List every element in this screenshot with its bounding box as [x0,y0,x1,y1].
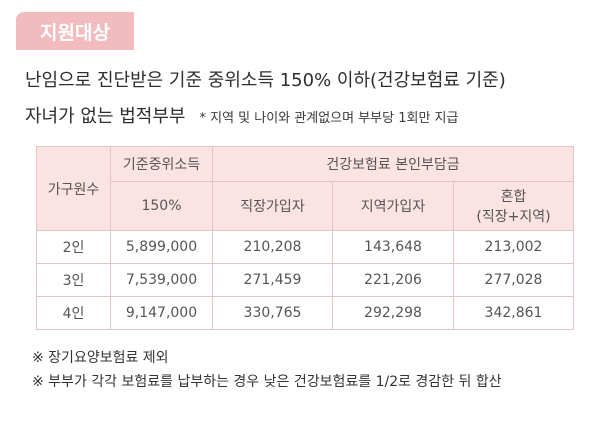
header-mixed-line2: (직장+지역) [476,209,551,225]
cell-mixed: 342,861 [453,296,574,330]
cell-employee: 271,459 [212,263,333,297]
cell-median: 9,147,000 [110,296,213,330]
cell-household: 2인 [36,230,111,264]
footnote-couple: ※ 부부가 각각 보험료를 납부하는 경우 낮은 건강보험료를 1/2로 경감한… [32,374,502,390]
couple-condition: 자녀가 없는 법적부부 [25,106,186,127]
header-median-percent: 150% [110,181,213,231]
couple-note: * 지역 및 나이와 관계없으며 부부당 1회만 지급 [199,111,459,126]
header-insurance: 건강보험료 본인부담금 [212,146,574,182]
cell-median: 7,539,000 [110,263,213,297]
cell-regional: 143,648 [332,230,454,264]
header-household: 가구원수 [36,146,111,231]
table-row: 2인 5,899,000 210,208 143,648 213,002 [36,230,574,264]
header-mixed-line1: 혼합 [500,189,527,205]
footnote-ltc: ※ 장기요양보험료 제외 [32,350,169,366]
cell-mixed: 277,028 [453,263,574,297]
income-table: 가구원수 기준중위소득 건강보험료 본인부담금 150% 직장가입자 지역가입자… [36,146,574,330]
header-regional: 지역가입자 [332,181,454,231]
table-row: 3인 7,539,000 271,459 221,206 277,028 [36,263,574,297]
section-badge: 지원대상 [16,12,134,50]
header-employee: 직장가입자 [212,181,333,231]
header-median-income: 기준중위소득 [110,146,213,182]
header-mixed: 혼합 (직장+지역) [453,181,574,231]
cell-median: 5,899,000 [110,230,213,264]
cell-household: 4인 [36,296,111,330]
cell-employee: 330,765 [212,296,333,330]
eligibility-income-text: 난임으로 진단받은 기준 중위소득 150% 이하(건강보험료 기준) [25,70,506,91]
cell-employee: 210,208 [212,230,333,264]
cell-regional: 221,206 [332,263,454,297]
cell-mixed: 213,002 [453,230,574,264]
eligibility-couple-text: 자녀가 없는 법적부부 * 지역 및 나이와 관계없으며 부부당 1회만 지급 [25,102,458,128]
table-row: 4인 9,147,000 330,765 292,298 342,861 [36,296,574,330]
cell-regional: 292,298 [332,296,454,330]
cell-household: 3인 [36,263,111,297]
